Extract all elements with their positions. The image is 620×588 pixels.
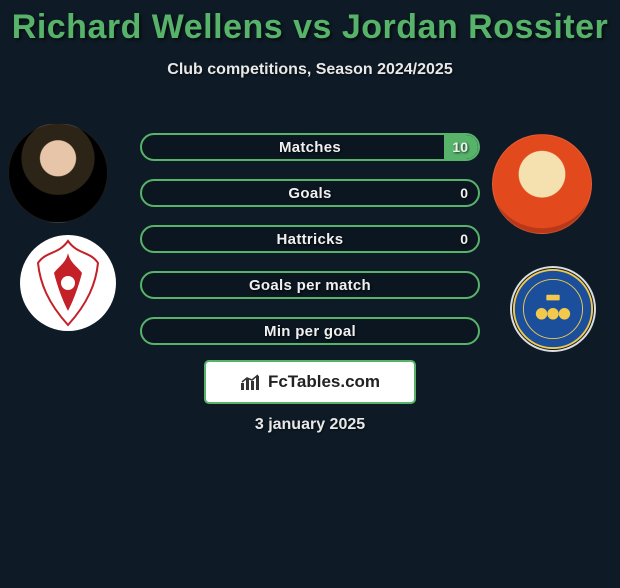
bar-value-right: 0	[460, 227, 468, 251]
bar-label: Goals	[142, 181, 478, 205]
club-right-badge	[510, 266, 596, 352]
bar-matches: Matches 10	[140, 133, 480, 161]
page-title: Richard Wellens vs Jordan Rossiter	[0, 8, 620, 47]
bar-min-per-goal: Min per goal	[140, 317, 480, 345]
subtitle: Club competitions, Season 2024/2025	[0, 61, 620, 79]
club-left-badge	[18, 233, 118, 333]
bar-label: Matches	[142, 135, 478, 159]
bar-goals: Goals 0	[140, 179, 480, 207]
bar-goals-per-match: Goals per match	[140, 271, 480, 299]
branding-box: FcTables.com	[204, 360, 416, 404]
bar-label: Goals per match	[142, 273, 478, 297]
date-label: 3 january 2025	[0, 416, 620, 434]
bar-label: Hattricks	[142, 227, 478, 251]
comparison-bars: Matches 10 Goals 0 Hattricks 0 Goals per…	[140, 133, 480, 363]
chart-icon	[240, 373, 262, 391]
bar-label: Min per goal	[142, 319, 478, 343]
player-left-avatar	[8, 123, 108, 223]
branding-text: FcTables.com	[268, 372, 380, 392]
bar-hattricks: Hattricks 0	[140, 225, 480, 253]
player-right-avatar	[492, 134, 592, 234]
bar-value-right: 10	[452, 135, 468, 159]
bar-value-right: 0	[460, 181, 468, 205]
